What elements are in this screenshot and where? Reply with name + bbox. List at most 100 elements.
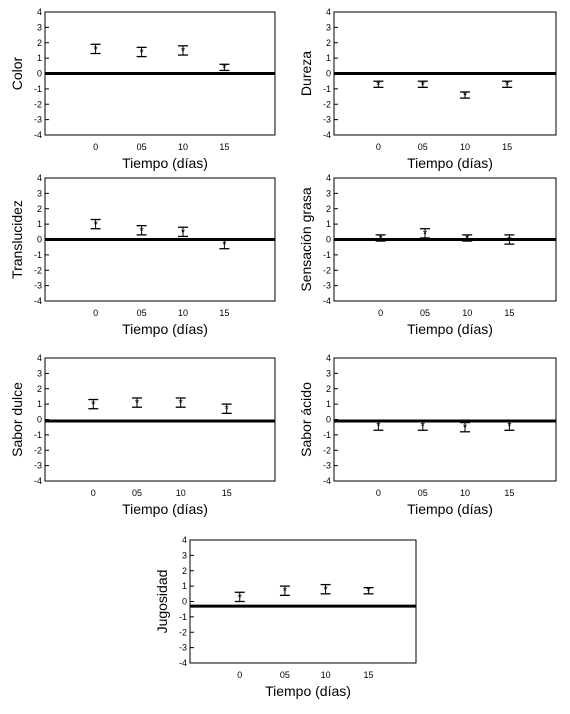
y-tick-label: 1 bbox=[37, 399, 42, 409]
y-tick-label: 3 bbox=[326, 368, 331, 378]
plot-frame bbox=[44, 357, 276, 482]
y-tick-label: -4 bbox=[323, 296, 331, 306]
y-tick-label: 4 bbox=[326, 7, 331, 17]
y-tick-label: 1 bbox=[37, 53, 42, 63]
x-tick-label: 0 bbox=[376, 488, 381, 498]
point-marker: * bbox=[181, 227, 186, 239]
point-marker: * bbox=[135, 398, 140, 410]
data-point: * bbox=[88, 398, 99, 411]
y-tick-label: 3 bbox=[326, 188, 331, 198]
y-tick-label: 3 bbox=[182, 550, 187, 560]
y-tick-label: 2 bbox=[37, 204, 42, 214]
point-marker: * bbox=[378, 233, 383, 245]
data-point: * bbox=[219, 62, 230, 74]
y-tick-label: -3 bbox=[323, 281, 331, 291]
x-tick-label: 10 bbox=[321, 670, 331, 680]
data-point: * bbox=[178, 226, 188, 239]
y-axis-title: Jugosidad bbox=[154, 570, 170, 634]
x-tick-label: 05 bbox=[420, 308, 430, 318]
data-point: * bbox=[90, 43, 101, 56]
y-tick-label: 1 bbox=[326, 53, 331, 63]
y-tick-label: 0 bbox=[326, 415, 331, 425]
y-tick-label: 4 bbox=[37, 353, 42, 363]
y-tick-label: 2 bbox=[37, 38, 42, 48]
data-point: * bbox=[320, 583, 331, 596]
y-tick-label: -3 bbox=[323, 461, 331, 471]
y-tick-label: -4 bbox=[34, 296, 42, 306]
point-marker: * bbox=[139, 225, 144, 237]
x-axis-title: Tiempo (días) bbox=[407, 321, 493, 337]
y-axis-title: Sabor ácido bbox=[298, 382, 314, 457]
y-tick-label: 2 bbox=[326, 204, 331, 214]
x-tick-label: 15 bbox=[504, 308, 514, 318]
x-tick-label: 05 bbox=[418, 488, 428, 498]
y-tick-label: -1 bbox=[34, 250, 42, 260]
data-point: * bbox=[459, 421, 470, 434]
x-tick-label: 05 bbox=[280, 670, 290, 680]
data-point: * bbox=[234, 591, 245, 604]
x-tick-label: 0 bbox=[237, 670, 242, 680]
y-tick-label: 0 bbox=[37, 415, 42, 425]
y-tick-label: 4 bbox=[326, 173, 331, 183]
x-axis-title: Tiempo (días) bbox=[407, 501, 493, 517]
x-tick-label: 10 bbox=[460, 142, 470, 152]
y-tick-label: -2 bbox=[34, 99, 42, 109]
y-tick-label: 4 bbox=[37, 173, 42, 183]
y-tick-label: 0 bbox=[182, 597, 187, 607]
y-tick-label: -4 bbox=[323, 476, 331, 486]
data-point: * bbox=[90, 218, 101, 231]
data-point: * bbox=[178, 45, 188, 57]
data-point: * bbox=[136, 46, 147, 59]
y-axis-title: Sabor dulce bbox=[9, 382, 25, 457]
x-tick-label: 05 bbox=[418, 142, 428, 152]
x-tick-label: 05 bbox=[137, 142, 147, 152]
x-tick-label: 10 bbox=[460, 488, 470, 498]
data-point: * bbox=[373, 420, 384, 433]
point-marker: * bbox=[93, 44, 98, 56]
x-axis-title: Tiempo (días) bbox=[122, 155, 208, 171]
x-tick-label: 10 bbox=[176, 488, 186, 498]
data-point: * bbox=[462, 233, 473, 245]
data-point: * bbox=[417, 420, 428, 433]
point-marker: * bbox=[376, 421, 381, 433]
y-axis-title: Dureza bbox=[298, 51, 314, 96]
y-tick-label: 0 bbox=[326, 69, 331, 79]
x-tick-label: 10 bbox=[462, 308, 472, 318]
x-tick-label: 0 bbox=[376, 142, 381, 152]
data-point: * bbox=[504, 234, 515, 247]
point-marker: * bbox=[179, 398, 184, 410]
point-marker: * bbox=[465, 233, 470, 245]
point-marker: * bbox=[181, 45, 186, 57]
x-tick-label: 0 bbox=[378, 308, 383, 318]
y-tick-label: -2 bbox=[34, 445, 42, 455]
x-tick-label: 10 bbox=[178, 142, 188, 152]
data-point: * bbox=[221, 403, 232, 416]
y-tick-label: -4 bbox=[323, 130, 331, 140]
y-tick-label: -4 bbox=[34, 476, 42, 486]
point-marker: * bbox=[507, 235, 512, 247]
x-tick-label: 05 bbox=[132, 488, 142, 498]
y-tick-label: -3 bbox=[34, 281, 42, 291]
y-tick-label: -3 bbox=[323, 115, 331, 125]
y-tick-label: 2 bbox=[37, 384, 42, 394]
y-tick-label: 2 bbox=[182, 566, 187, 576]
data-point: * bbox=[459, 90, 470, 102]
point-marker: * bbox=[91, 399, 96, 411]
y-tick-label: 1 bbox=[182, 581, 187, 591]
data-point: * bbox=[175, 397, 186, 410]
y-tick-label: -2 bbox=[323, 445, 331, 455]
y-axis-title: Sensación grasa bbox=[298, 187, 314, 292]
x-axis-title: Tiempo (días) bbox=[265, 683, 351, 699]
y-tick-label: -2 bbox=[323, 265, 331, 275]
data-point: * bbox=[363, 586, 374, 598]
data-point: * bbox=[375, 233, 386, 245]
x-axis-title: Tiempo (días) bbox=[122, 321, 208, 337]
data-point: * bbox=[373, 79, 384, 91]
point-marker: * bbox=[283, 586, 288, 598]
point-marker: * bbox=[139, 47, 144, 59]
x-tick-label: 15 bbox=[364, 670, 374, 680]
